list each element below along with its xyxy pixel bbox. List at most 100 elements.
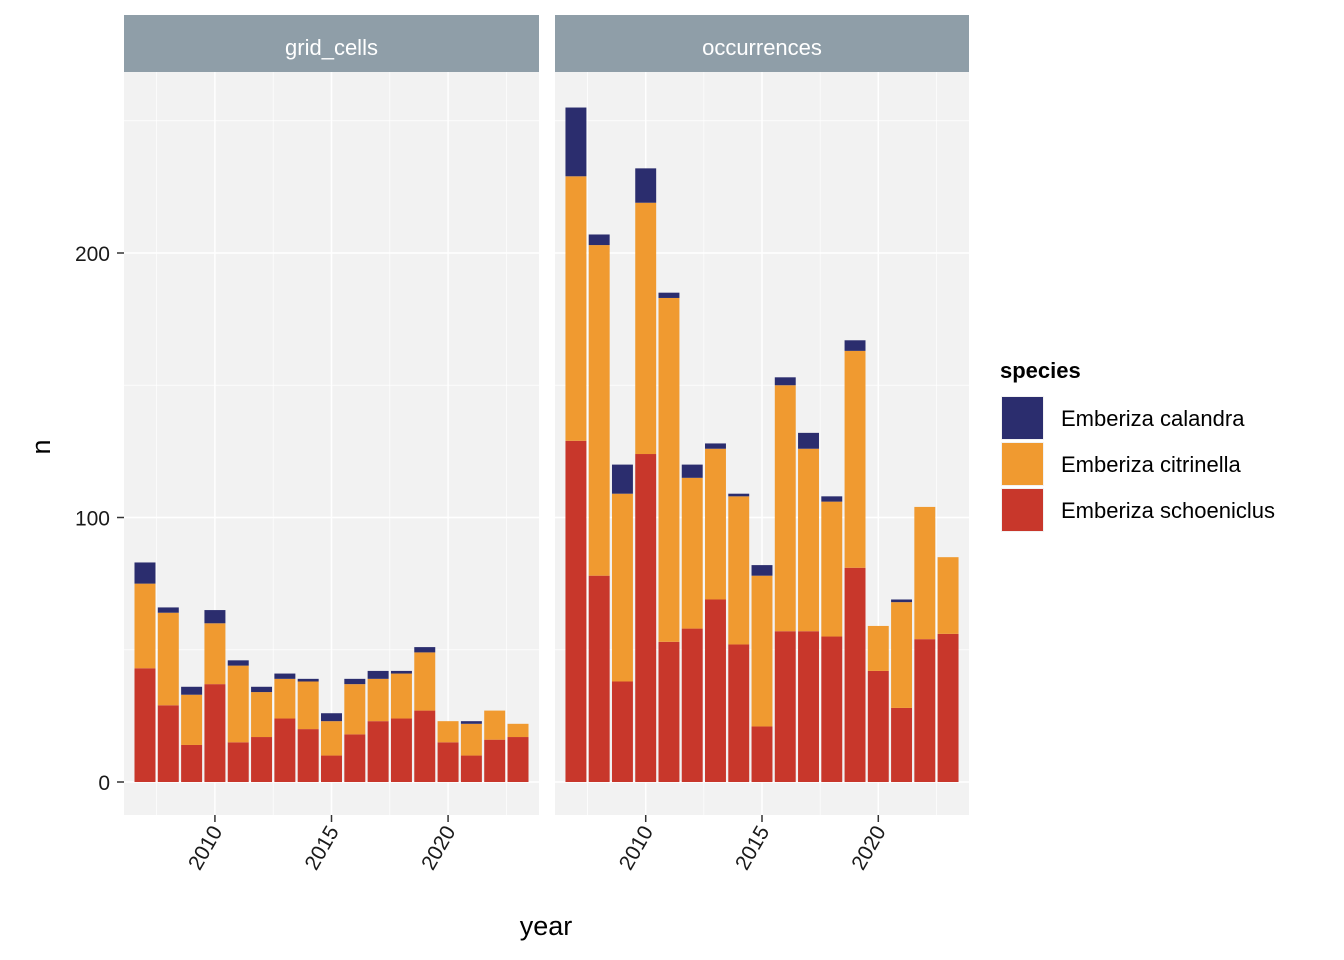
- bar-emberiza-schoeniclus-2021: [460, 755, 482, 782]
- bar-emberiza-calandra-2011: [658, 292, 680, 298]
- bar-emberiza-schoeniclus-2007: [134, 668, 156, 782]
- bar-emberiza-schoeniclus-2015: [321, 755, 342, 782]
- y-axis-title: n: [26, 439, 56, 454]
- bar-emberiza-calandra-2007: [565, 107, 587, 177]
- gridlines: [124, 72, 539, 815]
- bar-emberiza-citrinella-2016: [344, 684, 366, 735]
- bar-emberiza-calandra-2015: [321, 713, 342, 722]
- bar-emberiza-citrinella-2008: [157, 612, 179, 706]
- bar-emberiza-citrinella-2011: [658, 297, 680, 642]
- bar-emberiza-calandra-2014: [297, 678, 319, 682]
- bar-emberiza-schoeniclus-2008: [588, 575, 610, 782]
- bar-emberiza-citrinella-2013: [705, 448, 726, 600]
- bar-emberiza-citrinella-2017: [367, 678, 389, 722]
- legend: species Emberiza calandra Emberiza citrin…: [1000, 358, 1275, 532]
- bar-emberiza-calandra-2010: [204, 610, 226, 624]
- x-axis-ticks: 2010 2015 2020: [615, 815, 891, 874]
- bar-emberiza-calandra-2013: [274, 673, 296, 679]
- bar-emberiza-calandra-2010: [635, 168, 657, 203]
- bar-emberiza-citrinella-2022: [914, 506, 936, 640]
- bar-emberiza-citrinella-2012: [251, 692, 273, 738]
- bar-emberiza-calandra-2009: [611, 464, 633, 494]
- legend-label: Emberiza schoeniclus: [1061, 498, 1275, 523]
- legend-key-emberiza-schoeniclus: [1002, 489, 1043, 531]
- bar-emberiza-citrinella-2020: [437, 721, 459, 743]
- bar-emberiza-citrinella-2009: [611, 493, 633, 682]
- legend-label: Emberiza calandra: [1061, 406, 1245, 431]
- bar-emberiza-calandra-2019: [844, 340, 866, 351]
- bar-emberiza-citrinella-2008: [588, 245, 610, 576]
- panel-grid_cells: grid_cells: [124, 15, 539, 815]
- bar-emberiza-schoeniclus-2008: [157, 705, 179, 782]
- bar-emberiza-schoeniclus-2012: [251, 737, 273, 782]
- bar-emberiza-schoeniclus-2015: [751, 726, 773, 782]
- legend-label: Emberiza citrinella: [1061, 452, 1241, 477]
- strip-grid_cells: [124, 15, 539, 72]
- legend-key-emberiza-citrinella: [1002, 443, 1043, 485]
- bar-emberiza-citrinella-2020: [867, 625, 889, 671]
- bar-emberiza-citrinella-2018: [390, 673, 412, 719]
- bar-emberiza-schoeniclus-2011: [227, 742, 249, 782]
- bar-emberiza-schoeniclus-2018: [821, 636, 843, 782]
- bar-emberiza-schoeniclus-2010: [635, 454, 657, 782]
- bar-emberiza-citrinella-2015: [321, 721, 342, 756]
- bar-emberiza-schoeniclus-2013: [274, 718, 296, 782]
- y-tick-label: 0: [98, 772, 110, 795]
- bar-emberiza-calandra-2021: [460, 721, 482, 724]
- bar-emberiza-citrinella-2021: [460, 723, 482, 756]
- strip-label: occurrences: [702, 35, 822, 60]
- bar-emberiza-schoeniclus-2020: [437, 742, 459, 782]
- bar-emberiza-citrinella-2014: [297, 681, 319, 730]
- y-axis-ticks: 0 100 200: [75, 243, 124, 795]
- bar-emberiza-schoeniclus-2023: [507, 737, 529, 782]
- x-tick-label: 2015: [731, 822, 774, 874]
- x-tick-label: 2015: [301, 822, 344, 874]
- bar-emberiza-calandra-2018: [821, 496, 843, 502]
- bar-emberiza-schoeniclus-2009: [181, 744, 203, 782]
- bar-emberiza-calandra-2018: [390, 670, 412, 674]
- bar-emberiza-citrinella-2022: [484, 710, 506, 740]
- y-tick-label: 100: [75, 508, 110, 531]
- y-tick-label: 200: [75, 243, 110, 266]
- bar-emberiza-schoeniclus-2010: [204, 684, 226, 782]
- strip-label: grid_cells: [285, 35, 378, 60]
- bar-emberiza-citrinella-2018: [821, 501, 843, 637]
- bar-emberiza-schoeniclus-2022: [914, 639, 936, 782]
- bar-emberiza-citrinella-2009: [181, 694, 203, 745]
- x-tick-label: 2010: [615, 822, 658, 874]
- x-tick-label: 2020: [847, 822, 890, 874]
- x-tick-label: 2020: [417, 822, 460, 874]
- bar-emberiza-citrinella-2010: [635, 202, 657, 455]
- bar-emberiza-schoeniclus-2020: [867, 670, 889, 782]
- panels: grid_cells occurrences: [124, 15, 969, 815]
- bar-emberiza-calandra-2012: [681, 464, 703, 478]
- bar-emberiza-schoeniclus-2014: [297, 729, 319, 782]
- strip-occurrences: [555, 15, 969, 72]
- bar-emberiza-citrinella-2023: [937, 557, 959, 634]
- bar-emberiza-calandra-2019: [414, 647, 436, 653]
- bar-emberiza-citrinella-2011: [227, 665, 249, 743]
- bar-emberiza-citrinella-2016: [774, 385, 796, 632]
- bar-emberiza-schoeniclus-2023: [937, 633, 959, 782]
- bar-emberiza-calandra-2016: [774, 377, 796, 386]
- bar-emberiza-schoeniclus-2022: [484, 739, 506, 782]
- bar-emberiza-citrinella-2015: [751, 575, 773, 727]
- x-axis-ticks: 2010 2015 2020: [184, 815, 460, 874]
- bar-emberiza-calandra-2013: [705, 443, 726, 449]
- bar-emberiza-calandra-2008: [588, 234, 610, 246]
- bar-emberiza-citrinella-2007: [134, 583, 156, 669]
- bar-emberiza-calandra-2014: [728, 493, 750, 497]
- bar-emberiza-schoeniclus-2017: [367, 721, 389, 782]
- bar-emberiza-calandra-2011: [227, 660, 249, 666]
- bar-emberiza-schoeniclus-2014: [728, 644, 750, 782]
- bar-emberiza-calandra-2016: [344, 678, 366, 685]
- bar-emberiza-schoeniclus-2013: [705, 599, 726, 782]
- bar-emberiza-citrinella-2021: [891, 602, 913, 708]
- bar-emberiza-schoeniclus-2017: [798, 631, 819, 782]
- x-tick-label: 2010: [184, 822, 227, 874]
- bar-emberiza-schoeniclus-2016: [774, 631, 796, 782]
- bar-emberiza-calandra-2009: [181, 686, 203, 695]
- bar-emberiza-schoeniclus-2018: [390, 718, 412, 782]
- bar-emberiza-calandra-2015: [751, 565, 773, 576]
